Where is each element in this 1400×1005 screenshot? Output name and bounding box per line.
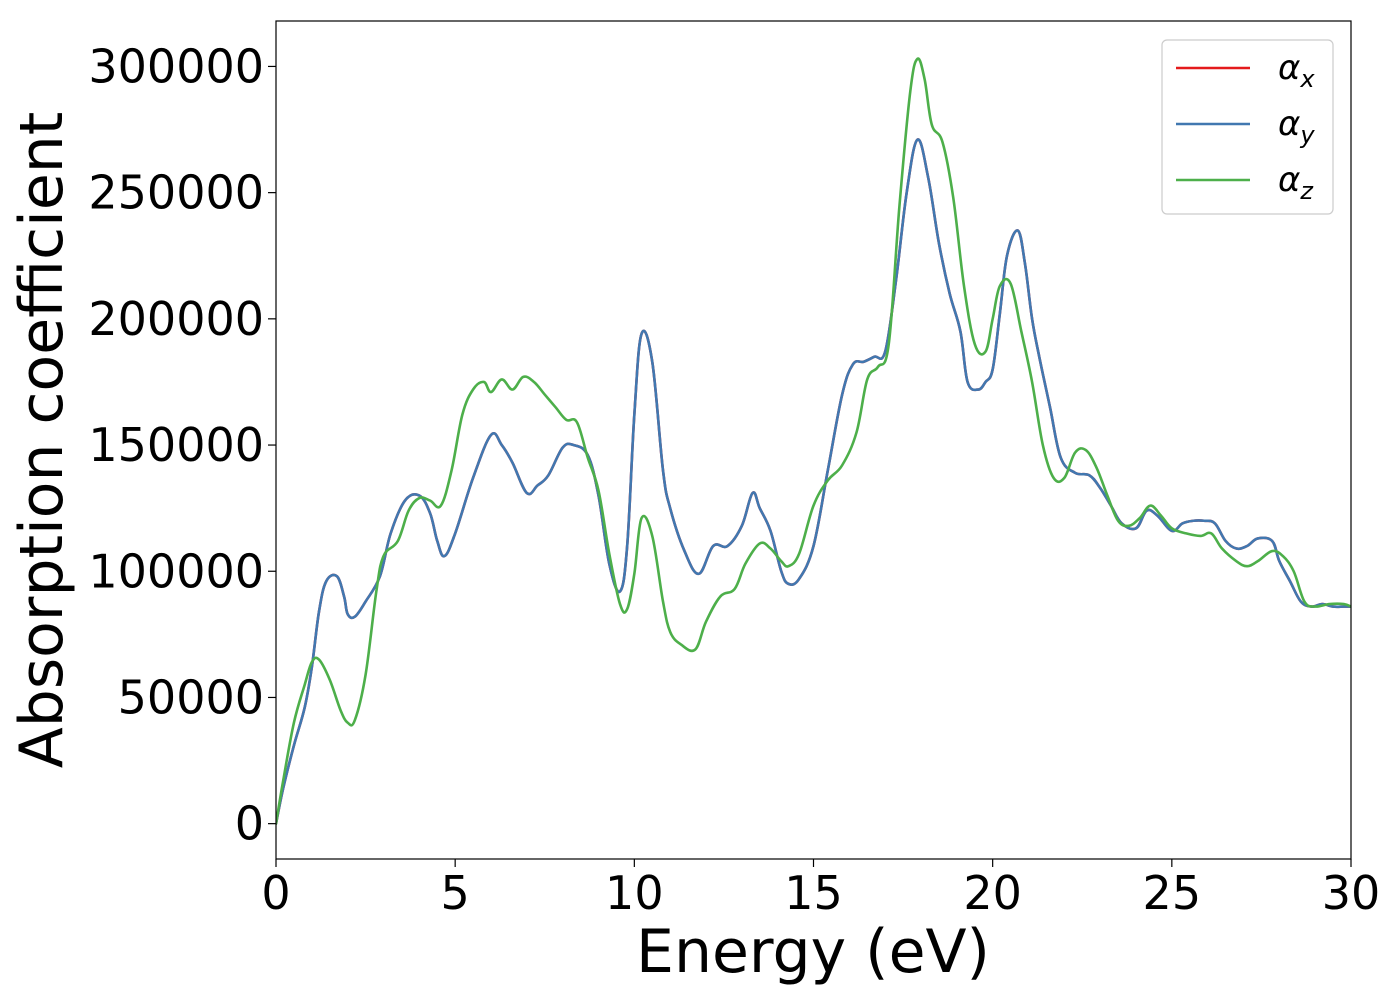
x-tick-label: 15 xyxy=(784,866,843,920)
x-tick-label: 30 xyxy=(1322,866,1381,920)
series-line-α-z xyxy=(276,57,1351,825)
legend-box xyxy=(1161,39,1334,215)
legend-label-subscript: x xyxy=(1299,65,1315,93)
y-tick-label: 200000 xyxy=(88,292,264,346)
x-tick-label: 0 xyxy=(261,866,290,920)
x-tick-label: 10 xyxy=(605,866,664,920)
y-tick-label: 50000 xyxy=(118,670,264,724)
y-tick-label: 100000 xyxy=(88,544,264,598)
series-line-α-y xyxy=(276,138,1351,825)
y-tick-label: 300000 xyxy=(88,39,264,93)
x-axis: 0 5 10 15 20 25 30 xyxy=(261,859,1380,920)
y-axis-label: Absorption coefficient xyxy=(7,112,77,769)
legend-label-subscript: y xyxy=(1299,121,1315,149)
legend-label-subscript: z xyxy=(1299,177,1314,205)
x-tick-label: 5 xyxy=(441,866,470,920)
legend-label: αz xyxy=(1278,160,1314,205)
y-tick-label: 250000 xyxy=(88,166,264,220)
series-line-α-x xyxy=(276,138,1351,825)
y-axis: 0 50000 100000 150000 200000 250000 300000 xyxy=(88,39,276,851)
y-tick-label: 0 xyxy=(235,797,264,851)
x-tick-label: 20 xyxy=(963,866,1022,920)
x-axis-label: Energy (eV) xyxy=(636,917,990,987)
series-layer xyxy=(276,57,1351,825)
x-tick-label: 25 xyxy=(1143,866,1202,920)
y-tick-label: 150000 xyxy=(88,418,264,472)
